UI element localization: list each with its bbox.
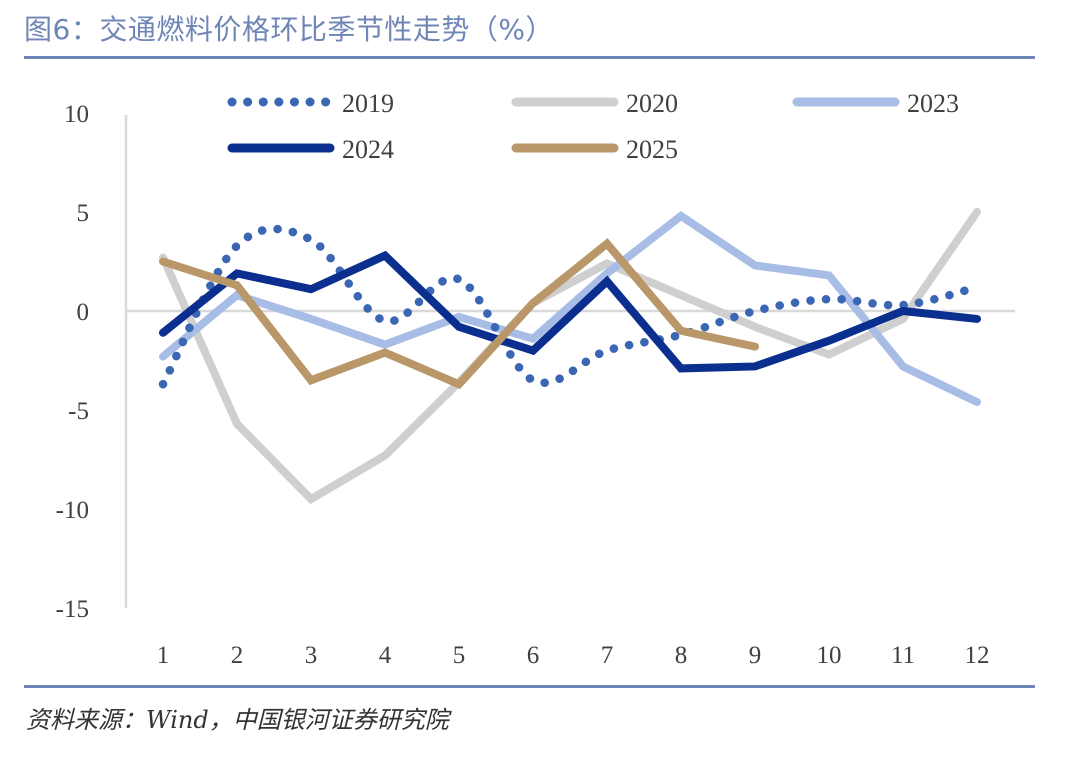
legend: 2019 2020 2023 2024 2025: [227, 89, 959, 164]
x-tick-label: 12: [965, 642, 990, 669]
x-tick-label: 6: [527, 642, 540, 669]
legend-label: 2019: [342, 89, 394, 118]
legend-item-2023: 2023: [792, 89, 959, 118]
legend-item-2019: 2019: [227, 89, 394, 118]
x-tick-label: 4: [379, 642, 392, 669]
legend-item-2025: 2025: [511, 135, 678, 164]
series-line-2025: [159, 238, 759, 390]
source-divider: [24, 685, 1035, 688]
x-tick-label: 10: [817, 642, 842, 669]
y-tick-label: -10: [56, 497, 89, 524]
series-line-2023: [159, 211, 981, 407]
legend-item-2020: 2020: [511, 89, 678, 118]
legend-label: 2024: [342, 135, 394, 164]
x-tick-label: 1: [157, 642, 170, 669]
legend-item-2024: 2024: [227, 135, 394, 164]
chart-title: 图6：交通燃料价格环比季节性走势（%）: [24, 13, 554, 46]
series-group: [158, 208, 982, 505]
x-tick-label: 8: [675, 642, 688, 669]
series-line-2019: [158, 224, 982, 389]
x-tick-label: 9: [749, 642, 762, 669]
x-tick-label: 3: [305, 642, 318, 669]
legend-label: 2025: [626, 135, 678, 164]
x-tick-label: 2: [231, 642, 244, 669]
x-tick-label: 7: [601, 642, 614, 669]
x-tick-label: 5: [453, 642, 466, 669]
y-tick-label: -5: [68, 398, 89, 425]
y-tick-label: -15: [56, 596, 89, 623]
legend-label: 2023: [907, 89, 959, 118]
source-note: 资料来源：Wind，中国银河证券研究院: [26, 706, 449, 734]
y-tick-label: 5: [77, 200, 90, 227]
legend-label: 2020: [626, 89, 678, 118]
series-line-2020: [159, 208, 981, 505]
series-line-2024: [159, 250, 981, 373]
y-tick-label: 0: [77, 299, 90, 326]
x-tick-label: 11: [891, 642, 915, 669]
y-tick-label: 10: [64, 101, 89, 128]
title-divider: [24, 56, 1035, 59]
